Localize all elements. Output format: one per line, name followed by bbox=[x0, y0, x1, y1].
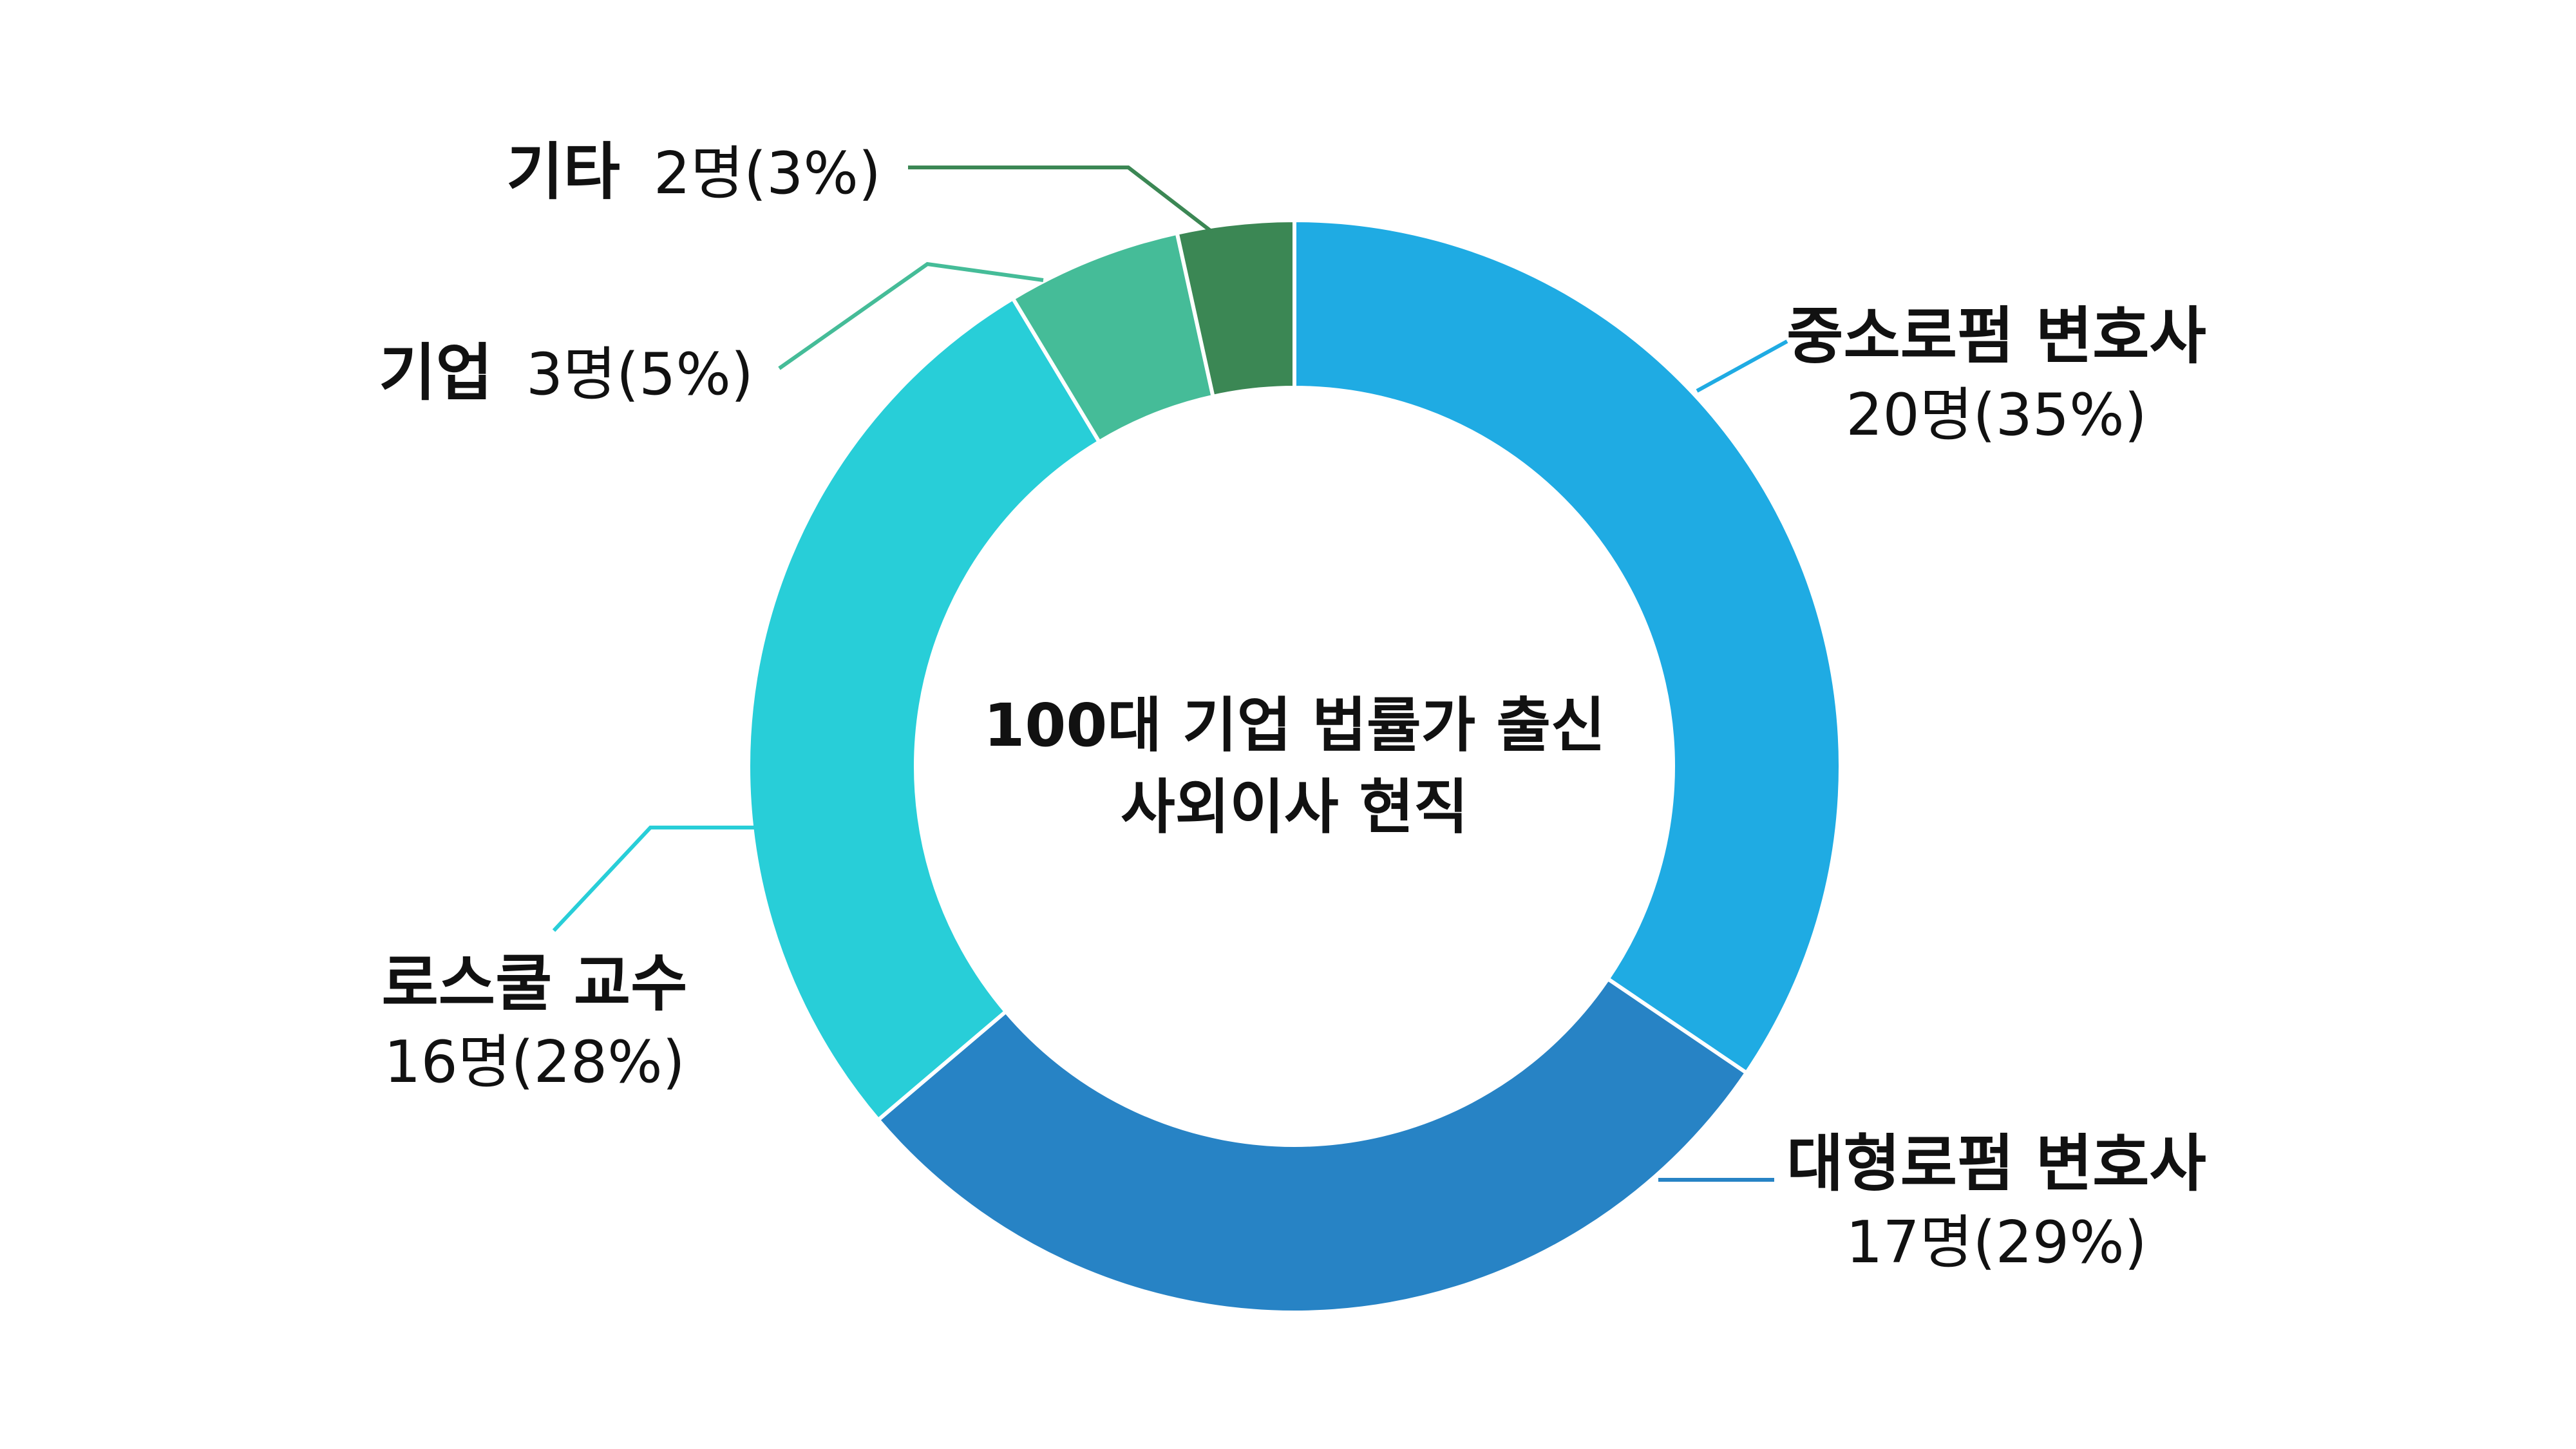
svg-text:기타 2명(3%): 기타 2명(3%) bbox=[506, 136, 881, 208]
slice-label-3: 기업 3명(5%) bbox=[379, 337, 753, 409]
donut-slice-1 bbox=[875, 976, 1750, 1314]
donut-slices bbox=[746, 218, 1842, 1314]
leader-line-2 bbox=[552, 826, 760, 933]
svg-text:기업 3명(5%): 기업 3명(5%) bbox=[379, 337, 753, 409]
slice-label-2: 로스쿨 교수 16명(28%) bbox=[381, 947, 687, 1096]
donut-slice-4 bbox=[1175, 218, 1296, 399]
slice-value: 20명(35%) bbox=[1846, 381, 2147, 449]
leader-lines bbox=[552, 166, 1788, 1182]
slice-label-0: 중소로펌 변호사 20명(35%) bbox=[1786, 300, 2206, 449]
leader-line-0 bbox=[1696, 339, 1788, 393]
center-title-line-2: 사외이사 현직 bbox=[1121, 773, 1468, 842]
donut-slice-2 bbox=[746, 296, 1102, 1123]
slice-name: 기타 bbox=[506, 136, 620, 208]
leader-line-4 bbox=[908, 166, 1213, 234]
donut-slice-0 bbox=[1293, 218, 1842, 1076]
slice-label-1: 대형로펌 변호사 17명(29%) bbox=[1786, 1128, 2206, 1276]
slice-label-4: 기타 2명(3%) bbox=[506, 136, 881, 208]
slice-name: 대형로펌 변호사 bbox=[1786, 1128, 2206, 1200]
slice-value: 3명(5%) bbox=[526, 341, 753, 408]
slice-value: 2명(3%) bbox=[654, 140, 881, 207]
slice-value: 16명(28%) bbox=[384, 1028, 685, 1096]
center-title-line-1: 100대 기업 법률가 출신 bbox=[983, 691, 1605, 760]
center-title: 100대 기업 법률가 출신 사외이사 현직 bbox=[983, 691, 1605, 842]
slice-name: 로스쿨 교수 bbox=[381, 947, 687, 1019]
slice-name: 중소로펌 변호사 bbox=[1786, 300, 2206, 372]
slice-name: 기업 bbox=[379, 337, 493, 409]
leader-line-3 bbox=[778, 261, 1044, 370]
slice-value: 17명(29%) bbox=[1846, 1209, 2147, 1276]
